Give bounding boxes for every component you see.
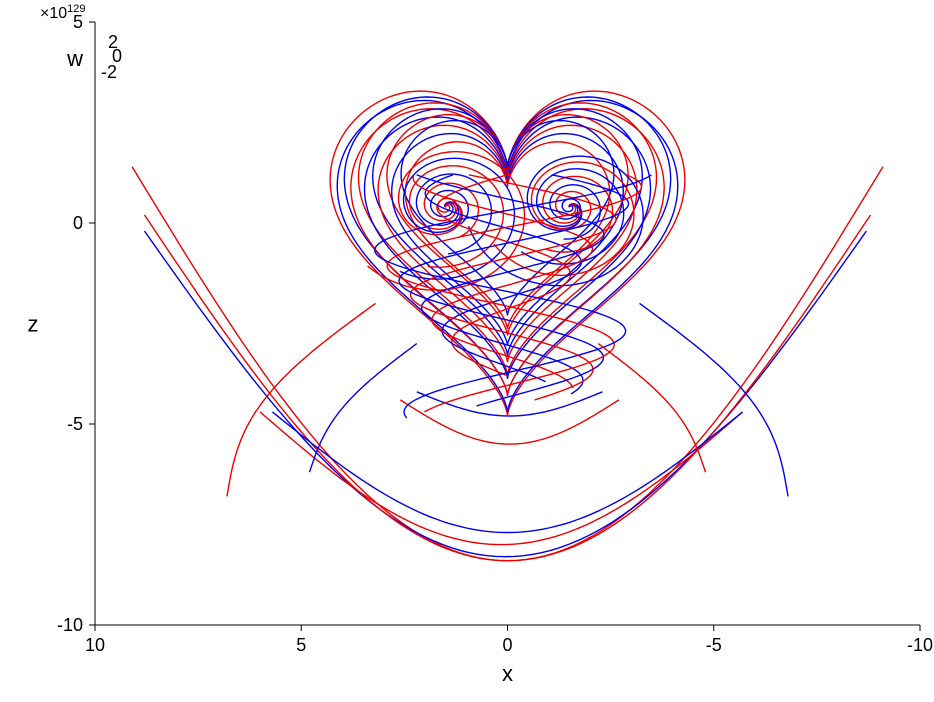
x-tick-label: -5: [706, 635, 722, 655]
bowl-arc: [145, 231, 867, 557]
w-axis-label: w: [66, 46, 83, 71]
w-tick-label: -2: [101, 62, 117, 82]
x-tick-label: 5: [296, 635, 306, 655]
bowl-arc: [272, 412, 742, 533]
y-tick-label: -10: [57, 615, 83, 635]
x-tick-label: 10: [85, 635, 105, 655]
eye-spiral: [368, 152, 525, 290]
chart-svg: 1050-5-10-10-505xz×1012920-2w: [0, 0, 934, 702]
x-tick-label: -10: [907, 635, 933, 655]
x-tick-label: 0: [502, 635, 512, 655]
x-axis-label: x: [502, 661, 513, 686]
z-axis-label: z: [28, 312, 39, 337]
connector: [227, 303, 376, 496]
y-tick-label: 0: [73, 213, 83, 233]
y-tick-label: -5: [67, 414, 83, 434]
heart-loop: [344, 97, 670, 396]
mid-swirl: [411, 175, 617, 400]
phase-portrait-chart: 1050-5-10-10-505xz×1012920-2w: [0, 0, 934, 702]
connector: [640, 303, 789, 496]
bowl-arc: [145, 215, 871, 561]
y-tick-label: 5: [73, 12, 83, 32]
